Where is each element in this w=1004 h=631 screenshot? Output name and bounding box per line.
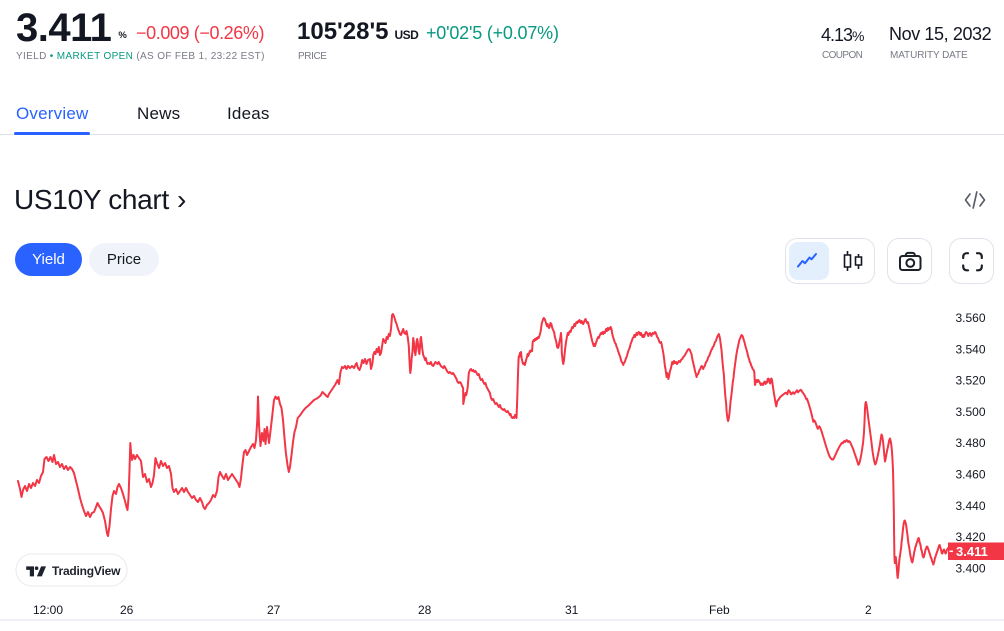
svg-text:12:00: 12:00 [33, 603, 63, 617]
svg-text:3.420: 3.420 [956, 530, 986, 544]
svg-text:3.480: 3.480 [956, 436, 986, 450]
svg-text:3.440: 3.440 [956, 499, 986, 513]
svg-text:28: 28 [418, 603, 432, 617]
svg-text:26: 26 [120, 603, 134, 617]
svg-text:3.500: 3.500 [956, 405, 986, 419]
svg-text:3.400: 3.400 [956, 561, 986, 575]
svg-text:Feb: Feb [709, 603, 730, 617]
svg-text:3.460: 3.460 [956, 468, 986, 482]
svg-text:TradingView: TradingView [52, 564, 121, 578]
svg-text:3.411: 3.411 [956, 544, 988, 559]
svg-text:3.560: 3.560 [956, 311, 986, 325]
svg-text:3.540: 3.540 [956, 342, 986, 356]
svg-text:2: 2 [865, 603, 872, 617]
svg-text:3.520: 3.520 [956, 374, 986, 388]
svg-text:27: 27 [267, 603, 281, 617]
svg-text:31: 31 [565, 603, 579, 617]
